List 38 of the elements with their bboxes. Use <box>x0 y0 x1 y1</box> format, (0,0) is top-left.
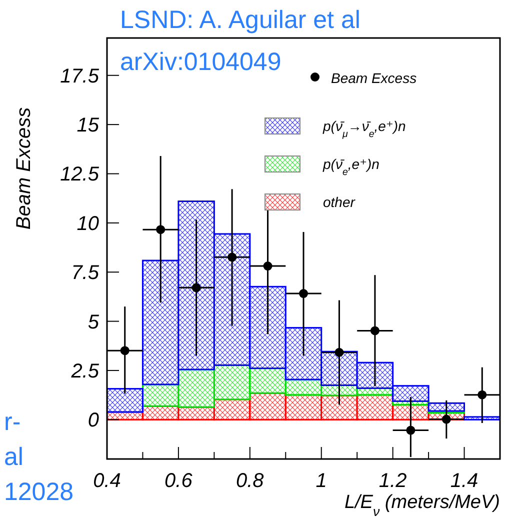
point <box>263 262 272 271</box>
x-axis-title: L/E$_{ν}$ (meters/MeV) <box>344 492 500 518</box>
point <box>299 289 308 298</box>
point <box>442 414 451 424</box>
y-tick-label: 17.5 <box>60 65 100 88</box>
y-tick-label: 5 <box>88 311 100 334</box>
legend-label: other <box>323 194 356 210</box>
y-tick-label: 0 <box>88 410 99 432</box>
legend-label: p(ν̄$_{e}$,e⁺)n <box>322 156 380 178</box>
text: r- <box>4 408 21 436</box>
x-tick-label: 0.6 <box>164 470 194 492</box>
x-tick-label: 1.2 <box>378 470 407 492</box>
point <box>406 426 416 435</box>
point <box>228 252 237 262</box>
bar <box>107 388 144 413</box>
y-axis-title: Beam Excess <box>13 107 35 230</box>
text: LSND: A. Aguilar et al <box>120 6 360 34</box>
bar <box>464 416 500 420</box>
y-tick-label: 15 <box>76 114 100 137</box>
text: al <box>4 443 24 471</box>
text: 12028 <box>4 478 74 506</box>
x-tick-label: 1 <box>316 470 327 492</box>
y-tick-label: 12.5 <box>60 164 100 186</box>
point <box>334 348 344 357</box>
x-tick-label: 0.8 <box>236 470 264 492</box>
point <box>192 283 201 292</box>
x-tick-label: 0.4 <box>93 470 121 492</box>
legend-label: Beam Excess <box>331 70 417 86</box>
y-tick-label: 10 <box>76 212 99 235</box>
point <box>120 346 130 356</box>
y-tick-label: 7.5 <box>71 262 100 284</box>
x-tick-label: 1.4 <box>450 470 478 492</box>
annotation: arXiv:0104049 <box>120 48 282 76</box>
point <box>478 390 487 400</box>
y-tick-label: 2.5 <box>70 360 100 382</box>
point <box>156 225 166 234</box>
point <box>370 326 380 336</box>
legend-label: p(ν̄$_{μ}$→ν̄$_{e}$,e⁺)n <box>322 118 406 140</box>
